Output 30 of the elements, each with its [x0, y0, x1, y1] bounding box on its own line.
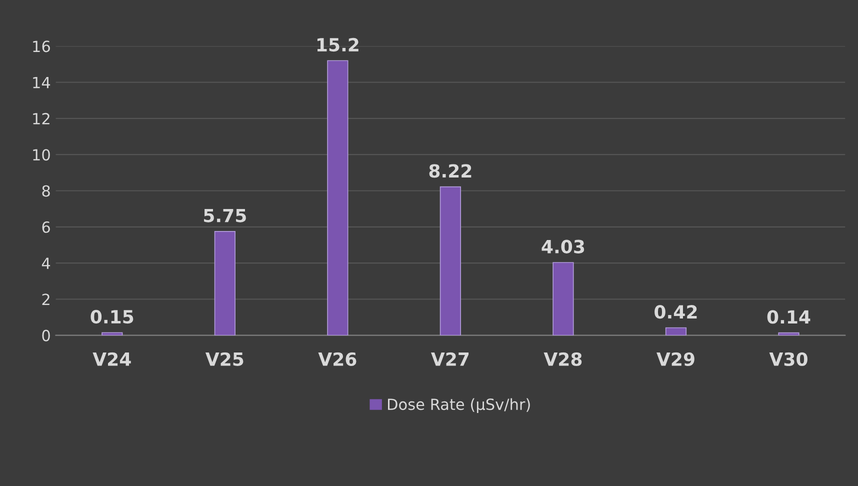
bar	[214, 231, 236, 336]
bar	[102, 332, 123, 336]
y-tick-label: 6	[42, 221, 50, 233]
bar	[552, 262, 574, 336]
data-label: 0.15	[90, 310, 134, 324]
y-tick-label: 12	[33, 112, 50, 124]
legend-label: Dose Rate (µSv/hr)	[388, 398, 530, 414]
y-tick-label: 0	[42, 330, 50, 342]
y-tick-label: 4	[42, 258, 50, 269]
data-label: 8.22	[429, 164, 472, 178]
data-label: 0.42	[654, 305, 697, 319]
x-tick-label: V27	[430, 352, 469, 366]
x-tick-label: V28	[544, 352, 582, 366]
data-label: 4.03	[542, 240, 584, 254]
x-tick-label: V25	[205, 352, 244, 366]
data-label: 0.14	[767, 310, 810, 324]
bar	[440, 186, 462, 336]
y-tick-label: 16	[33, 40, 50, 52]
y-tick-label: 14	[33, 76, 50, 88]
x-tick-label: V30	[769, 352, 808, 366]
x-tick-label: V24	[92, 352, 131, 366]
y-tick-label: 10	[33, 149, 50, 161]
x-tick-label: V29	[656, 352, 694, 366]
data-label: 15.2	[317, 38, 358, 52]
x-tick-label: V26	[318, 352, 356, 366]
bar	[665, 327, 687, 336]
data-label: 5.75	[204, 208, 246, 222]
y-tick-label: 8	[42, 185, 50, 197]
bar	[327, 60, 348, 336]
y-tick-label: 2	[42, 294, 50, 305]
